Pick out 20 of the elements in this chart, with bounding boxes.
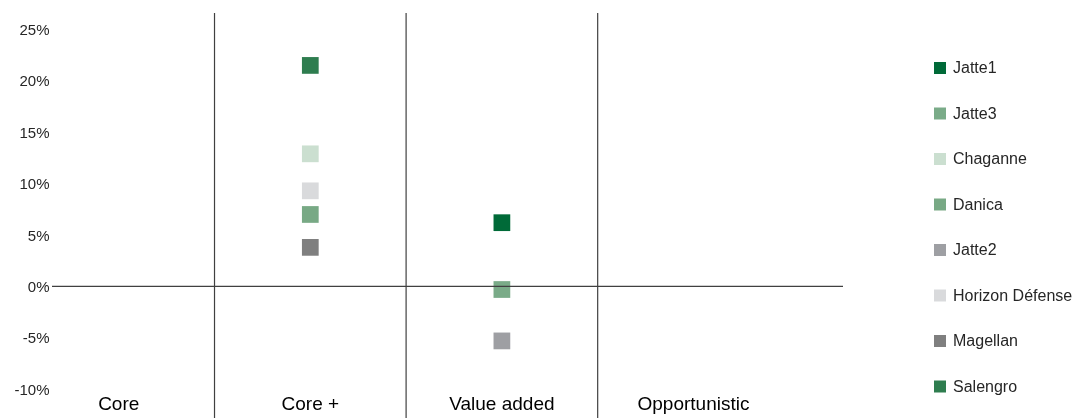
x-tick-label: Core bbox=[98, 392, 140, 414]
legend-label: Jatte2 bbox=[953, 241, 997, 258]
x-tick-label: Core + bbox=[281, 392, 340, 414]
y-tick-label: -5% bbox=[22, 329, 50, 347]
y-tick-label: 15% bbox=[19, 123, 50, 141]
legend-label: Jatte3 bbox=[953, 104, 997, 122]
x-tick-label: Value added bbox=[449, 392, 555, 414]
legend-label: Horizon Défense bbox=[953, 286, 1073, 304]
legend-label: Chaganne bbox=[953, 150, 1027, 167]
legend-label: Jatte1 bbox=[953, 59, 997, 76]
y-tick-label: 25% bbox=[19, 20, 50, 38]
y-tick-label: 0% bbox=[27, 277, 50, 295]
legend-label: Magellan bbox=[953, 332, 1018, 349]
y-tick-label: 10% bbox=[19, 175, 50, 193]
x-tick-label: Opportunistic bbox=[637, 392, 750, 414]
legend-label: Danica bbox=[953, 195, 1003, 213]
y-tick-label: 20% bbox=[19, 72, 50, 90]
y-tick-label: -10% bbox=[14, 380, 50, 398]
legend-label: Salengro bbox=[953, 377, 1018, 395]
y-tick-label: 5% bbox=[27, 226, 50, 244]
